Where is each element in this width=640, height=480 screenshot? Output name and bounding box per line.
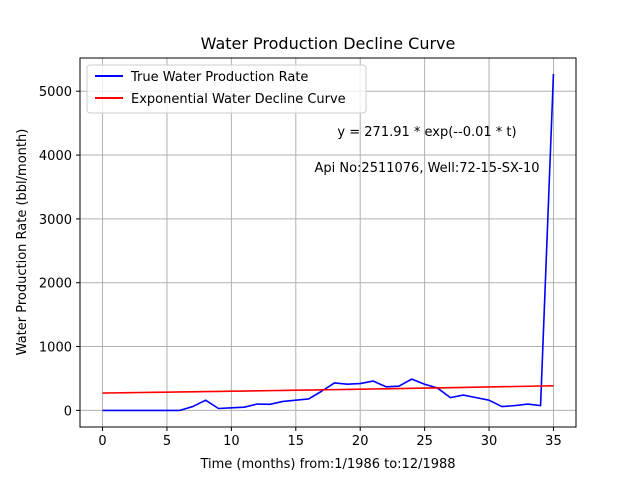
plot-series <box>102 73 555 412</box>
legend-label-true-rate: True Water Production Rate <box>130 70 308 85</box>
y-axis: 0 1000 2000 3000 4000 5000 <box>39 85 80 419</box>
well-info-annotation: Api No:2511076, Well:72-15-SX-10 <box>314 161 539 176</box>
x-tick-label: 35 <box>545 434 562 449</box>
y-tick-label: 3000 <box>39 213 72 228</box>
x-tick-label: 15 <box>288 434 305 449</box>
y-axis-label: Water Production Rate (bbl/month) <box>15 129 30 356</box>
exponential-decline-line <box>102 384 554 394</box>
y-tick-label: 0 <box>64 404 72 419</box>
x-tick-label: 20 <box>352 434 369 449</box>
x-tick-label: 30 <box>481 434 498 449</box>
true-water-production-line <box>102 73 555 412</box>
x-tick-label: 25 <box>416 434 433 449</box>
y-tick-label: 5000 <box>39 85 72 100</box>
legend-box <box>86 64 367 114</box>
y-tick-label: 1000 <box>39 341 72 356</box>
x-tick-label: 5 <box>163 434 171 449</box>
plot-area-frame <box>79 57 577 428</box>
y-tick-label: 2000 <box>39 277 72 292</box>
chart-title: Water Production Decline Curve <box>201 34 456 53</box>
x-axis: 0 5 10 15 20 25 30 35 <box>98 427 562 449</box>
x-tick-label: 0 <box>98 434 106 449</box>
x-tick-label: 10 <box>223 434 240 449</box>
x-axis-label: Time (months) from:1/1986 to:12/1988 <box>199 457 455 472</box>
legend: True Water Production Rate Exponential W… <box>86 64 367 114</box>
legend-label-exponential-curve: Exponential Water Decline Curve <box>131 92 346 107</box>
equation-annotation: y = 271.91 * exp(--0.01 * t) <box>337 125 516 140</box>
y-tick-label: 4000 <box>39 149 72 164</box>
